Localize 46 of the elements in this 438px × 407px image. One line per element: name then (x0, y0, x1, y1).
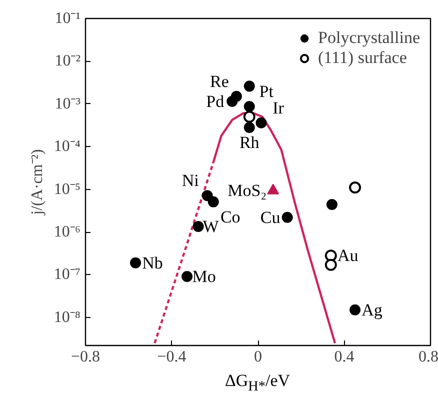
y-tick-label: 10⁻⁸ (54, 308, 80, 326)
point (282, 212, 293, 223)
annotation: Co (220, 207, 240, 226)
legend-label: (111) surface (318, 48, 407, 68)
x-tick-label: 0 (254, 348, 262, 366)
x-tick-label: −0.8 (70, 348, 100, 366)
annotation: MoS₂ (228, 181, 267, 200)
annotation: Ag (362, 300, 383, 320)
point (208, 196, 219, 208)
annotation: Pd (206, 92, 225, 111)
point (256, 117, 267, 128)
x-axis-title: ΔG$_{H*}$/eV (224, 370, 292, 396)
y-tick-label: 10⁻⁷ (54, 266, 80, 284)
point (182, 270, 193, 282)
annotation: Mo (192, 266, 216, 286)
legend-label: Polycrystalline (318, 28, 420, 48)
annotation: Ni (182, 171, 200, 190)
y-tick-label: 10⁻⁴ (54, 138, 81, 156)
point (324, 250, 337, 262)
point (244, 101, 255, 112)
point (130, 257, 142, 268)
point (244, 122, 255, 134)
annotation: W (202, 216, 220, 236)
y-tick-label: 10⁻⁶ (54, 224, 80, 241)
annotation: Pt (259, 82, 274, 101)
x-tick-label: 0.8 (418, 348, 438, 366)
point (244, 80, 255, 92)
point (226, 96, 238, 107)
point (349, 182, 362, 194)
annotation: Rh (239, 133, 260, 152)
y-tick-label: 10⁻² (54, 52, 81, 70)
annotation: Cu (260, 208, 281, 227)
y-axis-title: j/(A·cm⁻²) (28, 149, 46, 216)
y-tick-label: 10⁻³ (54, 95, 81, 112)
y-tick-label: 10⁻⁵ (54, 180, 80, 198)
annotation: Re (210, 72, 229, 91)
point (350, 304, 361, 316)
annotation: Ir (272, 98, 284, 118)
x-tick-label: −0.4 (157, 348, 186, 366)
x-tick-label: 0.4 (334, 348, 354, 366)
point (243, 110, 256, 123)
annotation: Nb (142, 253, 163, 272)
point (324, 258, 337, 271)
y-tick-label: 10⁻¹ (54, 10, 81, 27)
annotation: Au (337, 246, 359, 266)
point (326, 199, 338, 210)
